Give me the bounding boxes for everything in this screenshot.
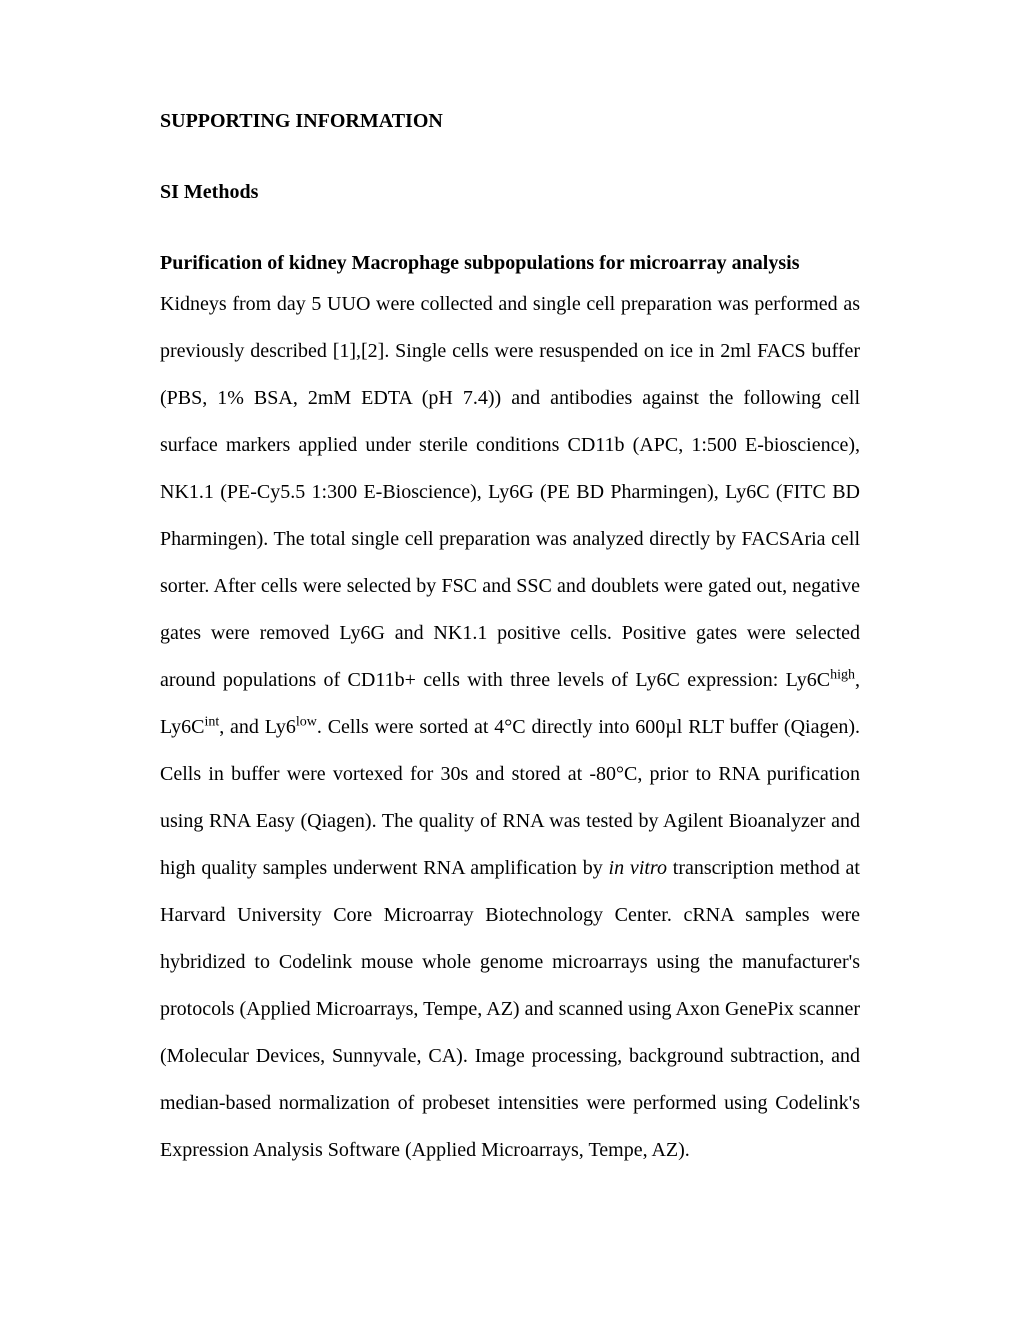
- body-segment: transcription method at Harvard Universi…: [160, 857, 860, 1161]
- superscript: low: [296, 714, 317, 729]
- body-segment: . Cells were sorted at 4°C directly into…: [160, 716, 860, 879]
- superscript: int: [204, 714, 219, 729]
- section-heading: SI Methods: [160, 181, 860, 204]
- subsection-heading: Purification of kidney Macrophage subpop…: [160, 252, 860, 275]
- body-segment: Kidneys from day 5 UUO were collected an…: [160, 293, 860, 691]
- superscript: high: [830, 667, 855, 682]
- document-title: SUPPORTING INFORMATION: [160, 110, 860, 133]
- italic-text: in vitro: [609, 857, 667, 879]
- document-page: SUPPORTING INFORMATION SI Methods Purifi…: [0, 0, 1020, 1234]
- body-paragraph: Kidneys from day 5 UUO were collected an…: [160, 281, 860, 1174]
- body-segment: , and Ly6: [219, 716, 296, 738]
